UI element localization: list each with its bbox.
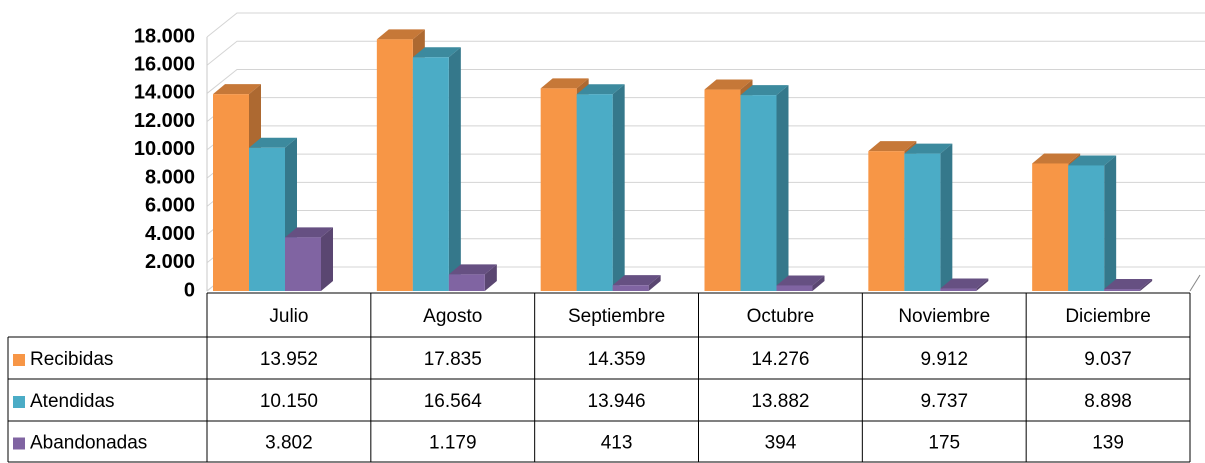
- x-tick-label: Octubre: [747, 306, 815, 327]
- bar: [776, 285, 813, 291]
- grid-line: [206, 12, 1205, 38]
- table-cell: 9.737: [920, 391, 968, 412]
- bar: [213, 94, 249, 291]
- grid-line: [206, 40, 1205, 66]
- bar: [285, 237, 321, 291]
- table-cell: 139: [1092, 433, 1124, 454]
- bar-top: [940, 278, 989, 289]
- bar: [1032, 163, 1069, 291]
- table-cell: 13.946: [588, 391, 646, 412]
- legend-label: Abandonadas: [30, 433, 147, 454]
- table-cell: 8.898: [1084, 391, 1132, 412]
- bar-top: [612, 275, 661, 286]
- table-cell: 9.037: [1084, 349, 1132, 370]
- y-tick-label: 4.000: [145, 223, 195, 245]
- y-tick-label: 14.000: [134, 82, 195, 104]
- y-tick-label: 16.000: [134, 54, 195, 76]
- bar-top: [1104, 279, 1153, 290]
- table-cell: 175: [928, 433, 960, 454]
- bar-top: [868, 141, 917, 152]
- x-tick-label: Diciembre: [1065, 306, 1151, 327]
- y-tick-label: 8.000: [145, 166, 195, 188]
- bar-top: [540, 78, 589, 89]
- bar-side: [776, 85, 789, 291]
- bar-top: [285, 227, 333, 238]
- table-cell: 14.359: [588, 349, 646, 370]
- bar-top: [249, 137, 297, 148]
- y-tick-label: 12.000: [134, 110, 195, 132]
- table-cell: 13.882: [751, 391, 809, 412]
- bar-top: [376, 29, 425, 40]
- table-cell: 14.276: [751, 349, 809, 370]
- legend-swatch: [13, 354, 25, 366]
- bar: [540, 88, 577, 291]
- bar: [249, 147, 285, 291]
- bar-top: [576, 84, 625, 95]
- bar-top: [776, 275, 825, 286]
- bar-top: [412, 47, 461, 58]
- bar-side: [940, 143, 953, 291]
- grid-line: [206, 68, 1205, 94]
- table-cell: 9.912: [920, 349, 968, 370]
- y-tick-label: 0: [184, 279, 195, 301]
- x-tick-label: Julio: [269, 306, 308, 327]
- bar-side: [448, 47, 461, 292]
- bar: [704, 89, 741, 291]
- bar-side: [1140, 279, 1153, 291]
- bar-side: [648, 275, 661, 291]
- bar-side: [321, 227, 333, 291]
- y-tick-label: 6.000: [145, 195, 195, 217]
- bar: [376, 39, 413, 291]
- legend-label: Recibidas: [30, 349, 113, 370]
- table-cell: 17.835: [424, 349, 482, 370]
- table-cell: 3.802: [265, 433, 313, 454]
- bar: [1068, 165, 1105, 291]
- bar: [740, 95, 777, 291]
- table-cell: 10.150: [260, 391, 318, 412]
- bar-top: [1068, 155, 1117, 166]
- floor-edge: [1189, 274, 1201, 292]
- legend-swatch: [13, 396, 25, 408]
- bar-side: [612, 84, 625, 291]
- bar: [940, 288, 977, 291]
- bar: [612, 285, 649, 291]
- bar-side: [976, 278, 989, 291]
- bar-top: [1032, 153, 1081, 164]
- bar: [448, 274, 485, 291]
- table-cell: 1.179: [429, 433, 477, 454]
- bar-top: [704, 79, 753, 90]
- table-cell: 13.952: [260, 349, 318, 370]
- y-tick-label: 18.000: [134, 25, 195, 47]
- table-cell: 16.564: [424, 391, 483, 412]
- bar-side: [484, 264, 497, 291]
- bar-side: [812, 275, 825, 291]
- bar-side: [1104, 155, 1117, 291]
- bar-top: [448, 264, 497, 275]
- x-tick-label: Septiembre: [568, 306, 665, 327]
- legend-swatch: [13, 437, 25, 450]
- table-cell: 413: [601, 433, 633, 454]
- legend-label: Atendidas: [30, 391, 115, 412]
- y-tick-label: 10.000: [134, 138, 195, 160]
- x-tick-label: Noviembre: [898, 306, 990, 327]
- x-tick-label: Agosto: [423, 306, 482, 327]
- bar-top: [740, 85, 789, 96]
- y-tick-label: 2.000: [145, 251, 195, 273]
- bar: [868, 151, 905, 291]
- bar-top: [904, 143, 953, 154]
- table-cell: 394: [765, 433, 797, 454]
- bar-top: [213, 84, 261, 95]
- bar: [1104, 289, 1141, 291]
- bar: [412, 57, 449, 292]
- bar: [904, 153, 941, 291]
- bar: [576, 94, 613, 291]
